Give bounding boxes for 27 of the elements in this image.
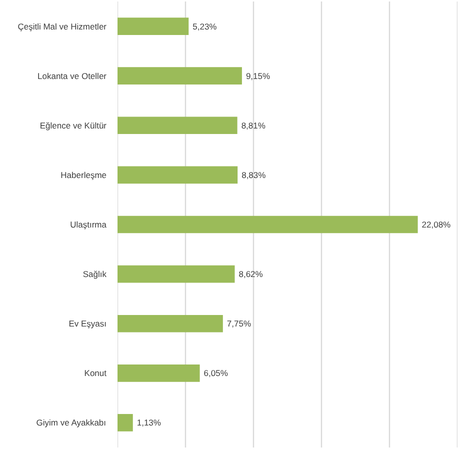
y-tick-label: Eğlence ve Kültür	[40, 120, 107, 130]
data-label: 7,75%	[226, 318, 252, 329]
bar	[118, 18, 189, 35]
y-tick-label: Ulaştırma	[70, 220, 107, 230]
y-tick-label: Lokanta ve Oteller	[38, 70, 107, 81]
bar	[118, 414, 133, 432]
bar	[118, 216, 418, 234]
data-label: 9,15%	[246, 70, 270, 81]
data-label: 22,08%	[422, 220, 452, 230]
y-tick-label: Sağlık	[82, 269, 108, 280]
data-label: 6,05%	[204, 368, 228, 378]
y-tick-label: Konut	[84, 368, 108, 378]
y-tick-label: Haberleşme	[60, 170, 107, 180]
y-tick-label: Giyim ve Ayakkabı	[36, 418, 106, 428]
bar	[118, 364, 200, 382]
bar	[118, 67, 242, 85]
data-label: 1,13%	[136, 418, 162, 428]
data-label: 5,23%	[192, 21, 218, 32]
bar	[118, 116, 238, 134]
y-tick-label: Ev Eşyası	[68, 318, 107, 329]
bar	[118, 166, 238, 184]
bar	[118, 314, 223, 332]
y-tick-label: Çeşitli Mal ve Hizmetler	[18, 21, 107, 32]
data-label: 8,62%	[238, 269, 264, 280]
data-label: 8,83%	[242, 170, 266, 180]
bar	[118, 265, 235, 283]
data-label: 8,81%	[241, 120, 266, 130]
